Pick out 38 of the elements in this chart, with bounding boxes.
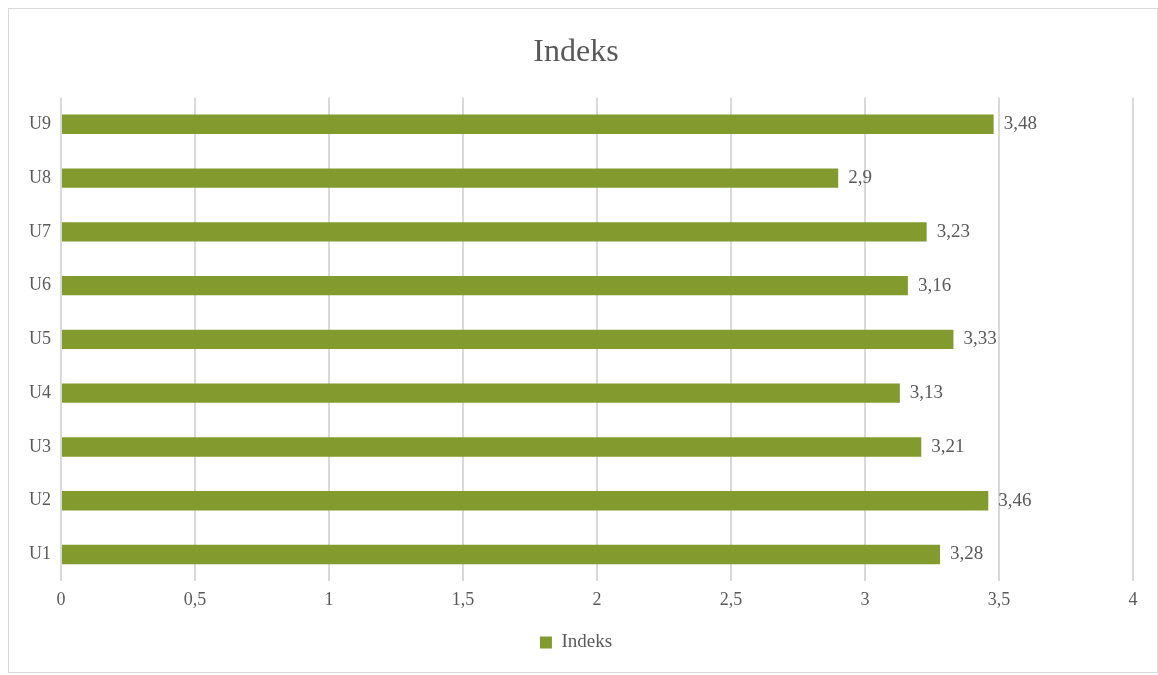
x-tick-label: 3	[860, 588, 870, 609]
chart-title: Indeks	[533, 31, 619, 68]
data-label: 3,16	[917, 273, 952, 295]
bar	[62, 383, 900, 403]
y-tick-label: U8	[29, 166, 51, 187]
bar	[62, 114, 994, 134]
x-tick-label: 1	[324, 588, 334, 609]
data-label: 3,28	[950, 542, 984, 564]
data-label: 3,23	[936, 219, 970, 241]
data-label: 2,9	[848, 166, 872, 188]
y-tick-label: U4	[29, 381, 51, 402]
data-label: 3,13	[909, 381, 944, 403]
bar	[62, 491, 989, 511]
bar	[62, 275, 908, 296]
legend-label: Indeks	[561, 630, 613, 652]
data-label: 3,21	[931, 434, 965, 456]
x-tick-label: 2	[592, 588, 602, 609]
x-tick-label: 0,5	[183, 588, 207, 609]
data-label: 3,48	[1003, 112, 1037, 134]
data-label: 3,33	[963, 327, 997, 349]
x-tick-label: 0	[56, 588, 66, 609]
bar	[62, 437, 922, 457]
bar	[62, 222, 927, 242]
y-tick-label: U7	[29, 220, 51, 241]
bar	[62, 544, 941, 565]
y-tick-label: U2	[29, 489, 51, 510]
bar	[62, 329, 954, 350]
y-tick-label: U1	[29, 543, 51, 564]
y-tick-label: U6	[29, 274, 51, 295]
y-tick-label: U5	[29, 328, 51, 349]
y-tick-label: U9	[29, 113, 51, 134]
bar	[62, 168, 839, 188]
x-tick-label: 2,5	[719, 588, 743, 609]
data-label: 3,46	[998, 488, 1032, 510]
x-tick-label: 3,5	[987, 588, 1011, 609]
x-tick-label: 1,5	[451, 588, 475, 609]
x-tick-label: 4	[1128, 588, 1138, 609]
y-tick-label: U3	[29, 435, 51, 456]
